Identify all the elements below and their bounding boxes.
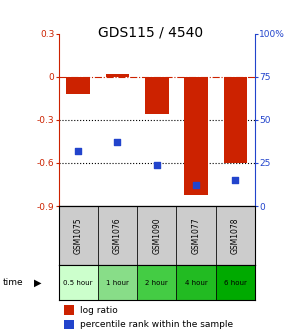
- Text: 0.5 hour: 0.5 hour: [64, 280, 93, 286]
- Bar: [59, 206, 98, 265]
- Text: 2 hour: 2 hour: [145, 280, 168, 286]
- Text: percentile rank within the sample: percentile rank within the sample: [80, 320, 233, 329]
- Bar: [176, 206, 216, 265]
- Bar: [98, 206, 137, 265]
- Point: [194, 183, 198, 188]
- Point: [233, 177, 238, 183]
- Bar: [145, 77, 168, 114]
- Bar: [64, 305, 74, 315]
- Bar: [59, 265, 98, 300]
- Text: GSM1075: GSM1075: [74, 217, 83, 254]
- Text: GSM1090: GSM1090: [152, 217, 161, 254]
- Point: [154, 162, 159, 167]
- Bar: [106, 74, 129, 77]
- Bar: [216, 265, 255, 300]
- Bar: [216, 206, 255, 265]
- Text: GSM1078: GSM1078: [231, 217, 240, 254]
- Text: time: time: [3, 278, 23, 287]
- Bar: [224, 77, 247, 163]
- Point: [115, 139, 120, 145]
- Bar: [137, 265, 176, 300]
- Text: 4 hour: 4 hour: [185, 280, 207, 286]
- Text: GSM1076: GSM1076: [113, 217, 122, 254]
- Bar: [137, 206, 176, 265]
- Text: GSM1077: GSM1077: [192, 217, 200, 254]
- Text: ▶: ▶: [34, 278, 41, 288]
- Text: log ratio: log ratio: [80, 305, 118, 314]
- Bar: [67, 77, 90, 94]
- Text: GDS115 / 4540: GDS115 / 4540: [98, 25, 203, 39]
- Bar: [184, 77, 208, 195]
- Text: 1 hour: 1 hour: [106, 280, 129, 286]
- Bar: [176, 265, 216, 300]
- Text: 6 hour: 6 hour: [224, 280, 247, 286]
- Bar: [98, 265, 137, 300]
- Point: [76, 148, 81, 154]
- Bar: [64, 320, 74, 329]
